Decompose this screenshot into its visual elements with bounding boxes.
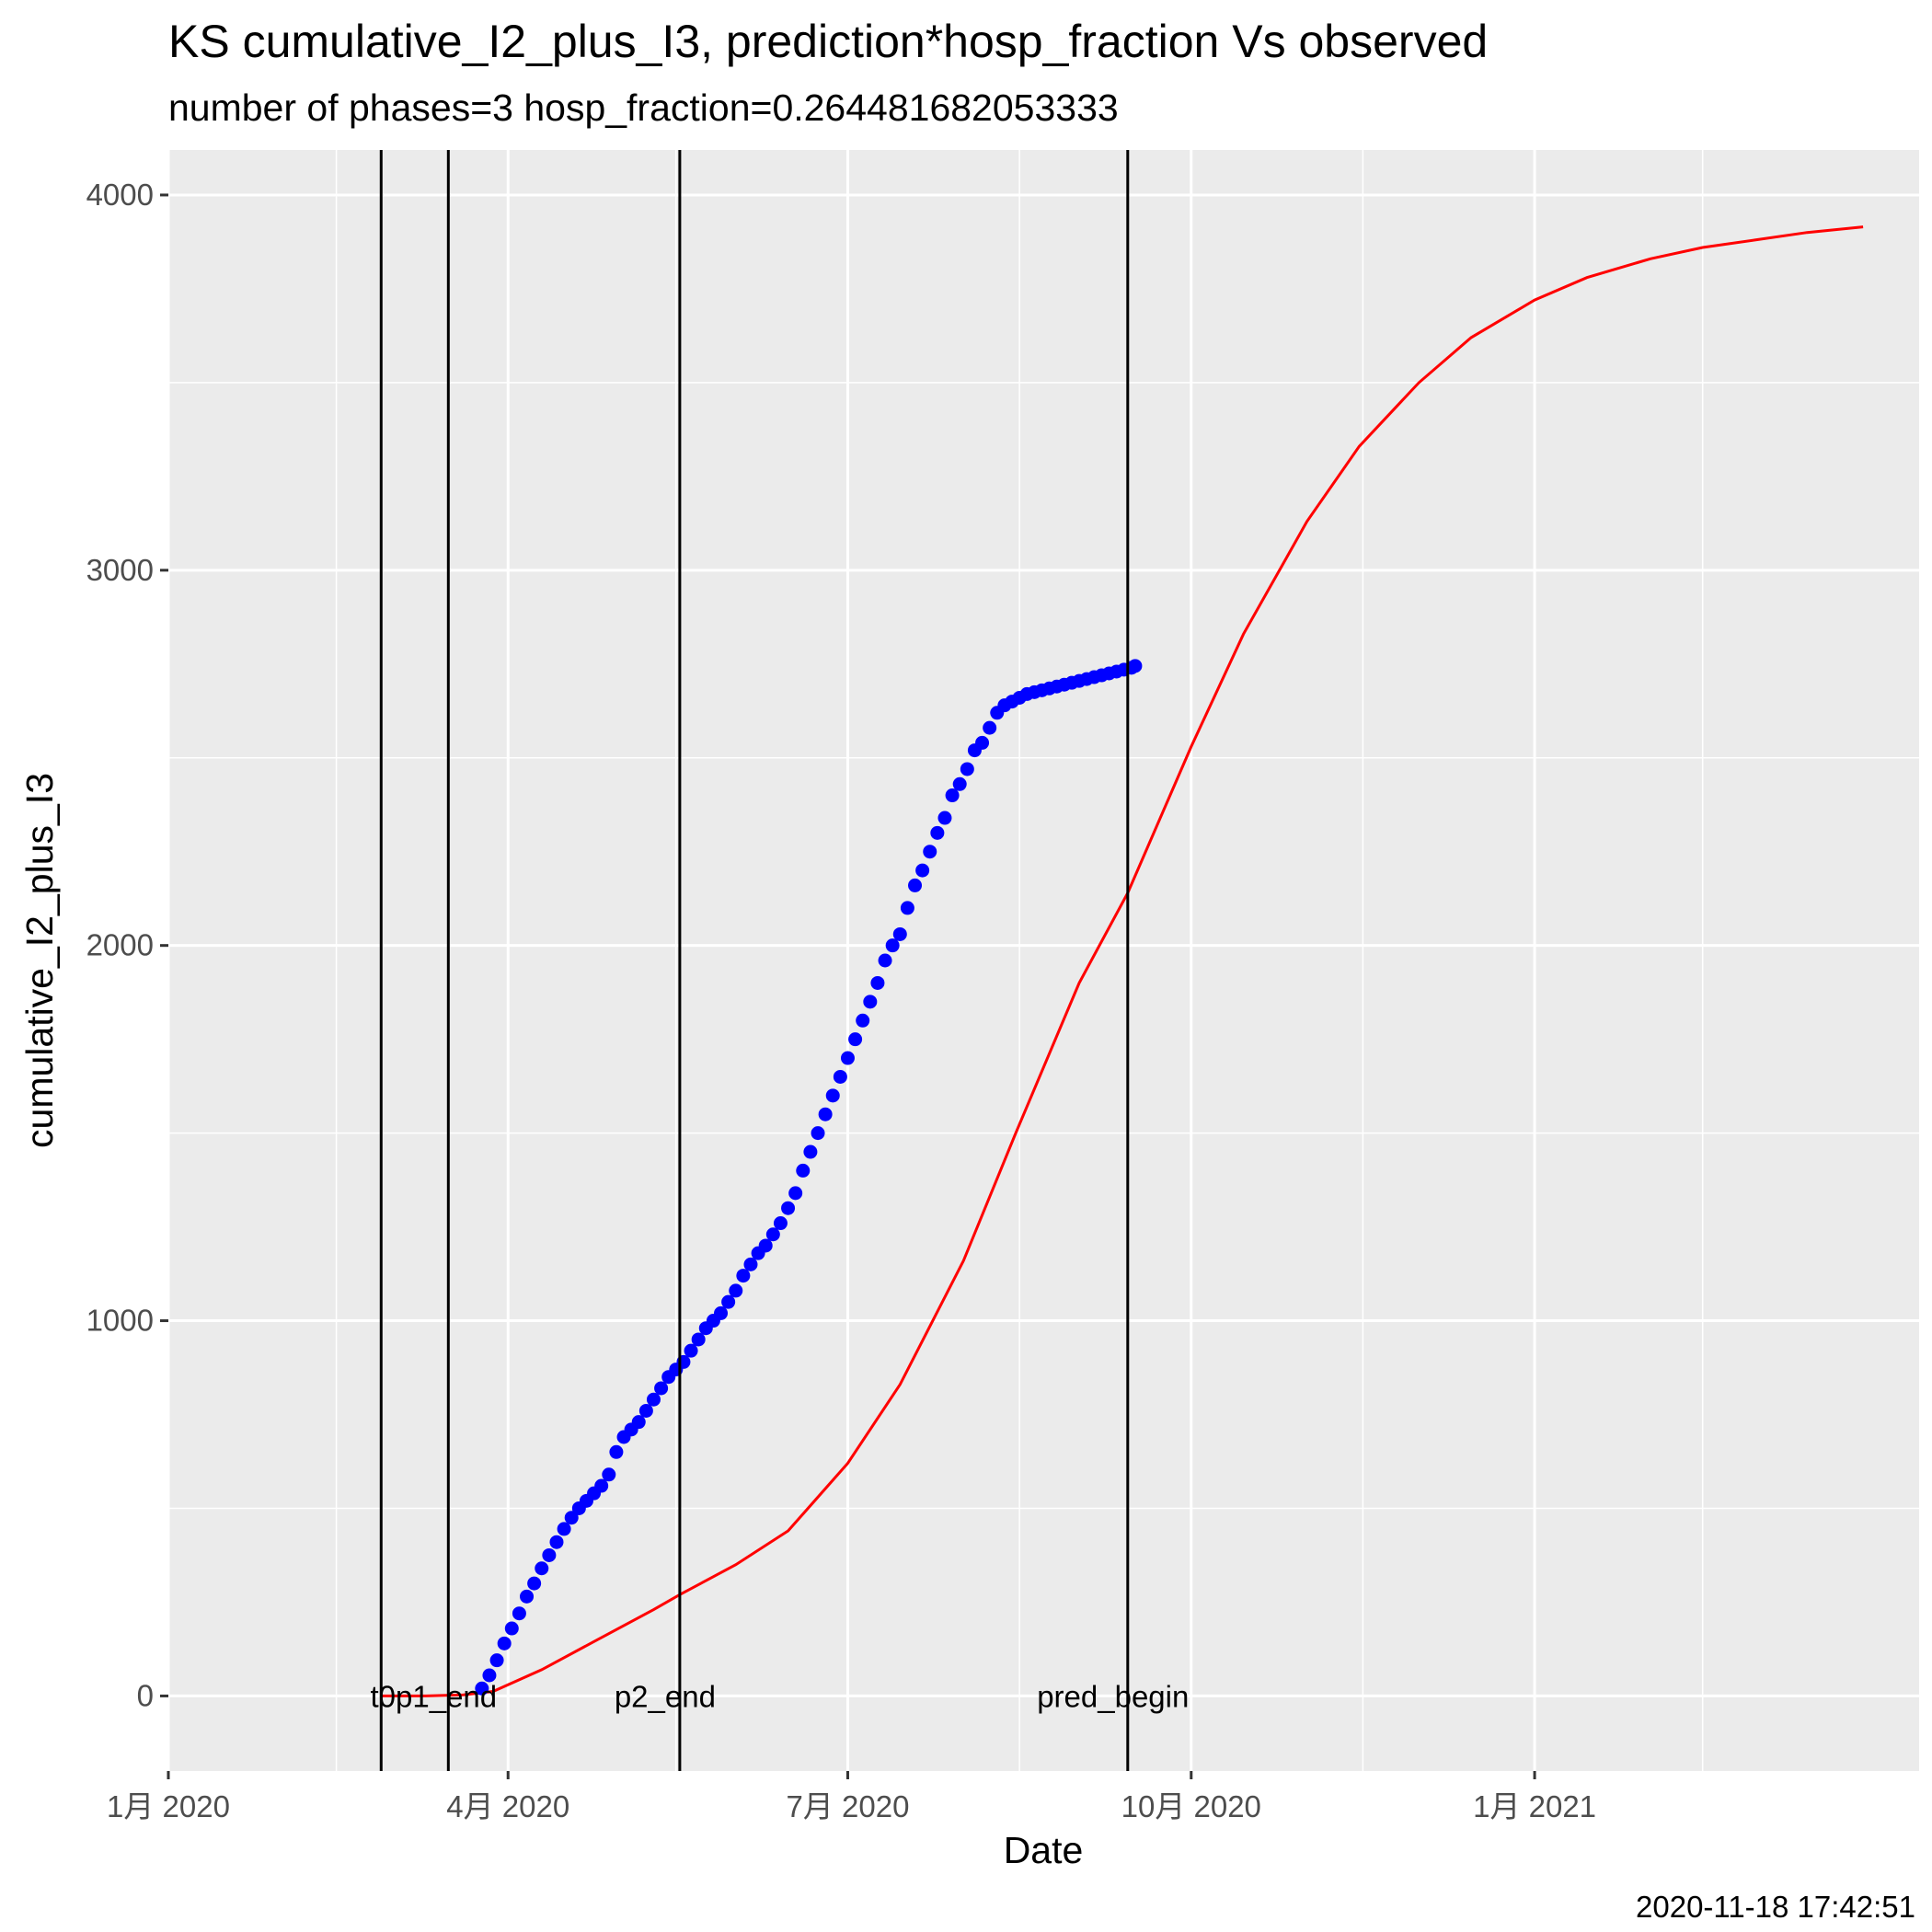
- observed-point: [870, 975, 885, 990]
- prediction-series: [381, 225, 1864, 1697]
- observed-point: [983, 720, 997, 735]
- observed-point: [930, 825, 945, 840]
- observed-point: [557, 1522, 571, 1536]
- observed-point: [743, 1257, 758, 1271]
- observed-point: [691, 1332, 706, 1347]
- prediction-line: [381, 225, 1864, 1697]
- observed-point: [803, 1144, 818, 1159]
- observed-point: [878, 953, 892, 968]
- observed-point: [714, 1305, 729, 1320]
- observed-point: [960, 762, 974, 776]
- major-gridlines: [167, 150, 1919, 1771]
- observed-point: [542, 1547, 557, 1562]
- observed-point: [937, 811, 952, 825]
- phase-vline-label: t0p1_end: [370, 1679, 497, 1713]
- observed-point: [840, 1051, 855, 1065]
- observed-point: [1128, 659, 1143, 673]
- x-tick-label: 4月 2020: [446, 1789, 569, 1823]
- observed-point: [527, 1576, 542, 1591]
- x-tick-label: 10月 2020: [1121, 1789, 1261, 1823]
- observed-point: [818, 1107, 833, 1121]
- observed-point: [945, 788, 960, 803]
- observed-point: [504, 1621, 519, 1636]
- observed-point: [765, 1227, 780, 1242]
- observed-point: [475, 1681, 489, 1696]
- observed-point: [885, 938, 900, 953]
- phase-vline-label: pred_begin: [1037, 1679, 1189, 1713]
- x-tick-label: 1月 2020: [107, 1789, 230, 1823]
- observed-point: [609, 1444, 624, 1459]
- observed-point: [736, 1269, 751, 1283]
- observed-point: [489, 1653, 504, 1668]
- x-tick-label: 1月 2021: [1473, 1789, 1596, 1823]
- observed-point: [825, 1088, 840, 1103]
- observed-point: [482, 1668, 497, 1683]
- observed-point: [549, 1535, 564, 1549]
- observed-point: [721, 1294, 736, 1309]
- phase-lines: t0p1_end p2_end pred_begin: [370, 150, 1189, 1771]
- observed-point: [863, 995, 878, 1009]
- phase-vline-label: p2_end: [615, 1679, 716, 1713]
- x-axis: 1月 2020 4月 2020 7月 2020 10月 2020 1月 2021: [107, 1771, 1596, 1823]
- minor-gridlines: [168, 150, 1919, 1771]
- observed-point: [796, 1163, 811, 1178]
- y-tick-label: 1000: [86, 1304, 154, 1338]
- observed-point: [758, 1238, 773, 1253]
- observed-point: [781, 1201, 796, 1215]
- observed-point: [646, 1392, 661, 1407]
- y-tick-label: 0: [137, 1678, 154, 1712]
- observed-point: [497, 1636, 512, 1650]
- observed-point: [594, 1478, 609, 1493]
- observed-point: [729, 1283, 743, 1298]
- observed-point: [535, 1561, 549, 1576]
- observed-point: [975, 735, 990, 750]
- x-axis-title: Date: [1004, 1829, 1084, 1871]
- observed-point: [654, 1381, 669, 1396]
- observed-point: [564, 1511, 579, 1525]
- observed-point: [923, 845, 937, 859]
- observed-series: [475, 659, 1143, 1696]
- y-tick-label: 4000: [86, 178, 154, 212]
- observed-point: [915, 863, 930, 878]
- observed-point: [602, 1467, 616, 1482]
- y-axis: 0 1000 2000 3000 4000: [86, 178, 168, 1712]
- observed-point: [856, 1013, 870, 1028]
- chart-title: KS cumulative_I2_plus_I3, prediction*hos…: [168, 16, 1488, 67]
- observed-point: [684, 1343, 698, 1358]
- observed-point: [833, 1069, 847, 1084]
- y-axis-title: cumulative_I2_plus_I3: [18, 773, 61, 1148]
- observed-point: [788, 1186, 803, 1201]
- chart-subtitle: number of phases=3 hosp_fraction=0.26448…: [168, 86, 1119, 129]
- plot-panel: [168, 150, 1919, 1771]
- x-tick-label: 7月 2020: [787, 1789, 910, 1823]
- observed-point: [520, 1589, 535, 1604]
- observed-point: [811, 1126, 825, 1141]
- observed-point: [908, 878, 923, 892]
- chart-caption: 2020-11-18 17:42:51: [1636, 1890, 1915, 1924]
- observed-point: [512, 1606, 526, 1621]
- y-tick-label: 2000: [86, 928, 154, 962]
- observed-point: [848, 1032, 863, 1047]
- observed-point: [631, 1415, 646, 1430]
- y-tick-label: 3000: [86, 553, 154, 587]
- observed-point: [638, 1403, 653, 1418]
- observed-point: [773, 1216, 788, 1231]
- observed-point: [900, 901, 914, 915]
- observed-point: [892, 926, 907, 941]
- observed-point: [952, 776, 967, 791]
